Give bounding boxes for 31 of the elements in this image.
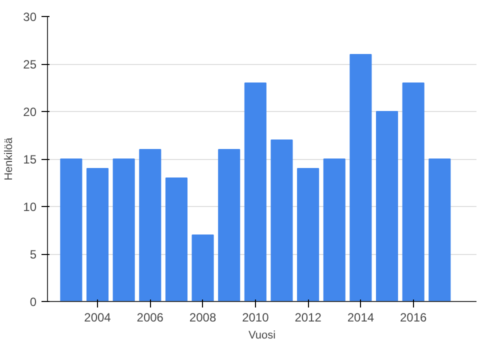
y-tick-label: 30 — [23, 10, 37, 24]
bar — [86, 168, 109, 302]
x-tick-label: 2012 — [294, 310, 322, 324]
bar — [350, 54, 372, 302]
x-tick-label: 2016 — [400, 310, 428, 324]
bar — [112, 158, 135, 302]
bar — [270, 140, 293, 302]
bar — [165, 178, 188, 302]
x-tick-label: 2008 — [189, 310, 216, 324]
y-tick-label: 10 — [23, 200, 37, 214]
y-tick-label: 15 — [23, 152, 37, 166]
bar — [376, 111, 398, 302]
y-tick-label: 5 — [30, 248, 37, 262]
x-tick-label: 2004 — [84, 310, 112, 324]
x-tick-label: 2006 — [136, 310, 164, 324]
bar — [60, 158, 82, 302]
y-tick-label: 25 — [23, 58, 37, 72]
bar — [297, 168, 320, 302]
bar — [218, 149, 240, 302]
bar — [402, 82, 424, 302]
bar — [192, 234, 214, 302]
bar — [139, 149, 162, 302]
y-tick-label: 0 — [30, 295, 37, 309]
y-axis-title: Henkilöä — [3, 136, 16, 180]
x-tick-label: 2014 — [347, 310, 374, 324]
bar — [428, 158, 451, 302]
bar — [244, 82, 266, 302]
bar — [323, 158, 346, 302]
x-axis-title: Vuosi — [248, 330, 276, 342]
y-tick-label: 20 — [23, 105, 37, 119]
x-tick-label: 2010 — [242, 310, 270, 324]
